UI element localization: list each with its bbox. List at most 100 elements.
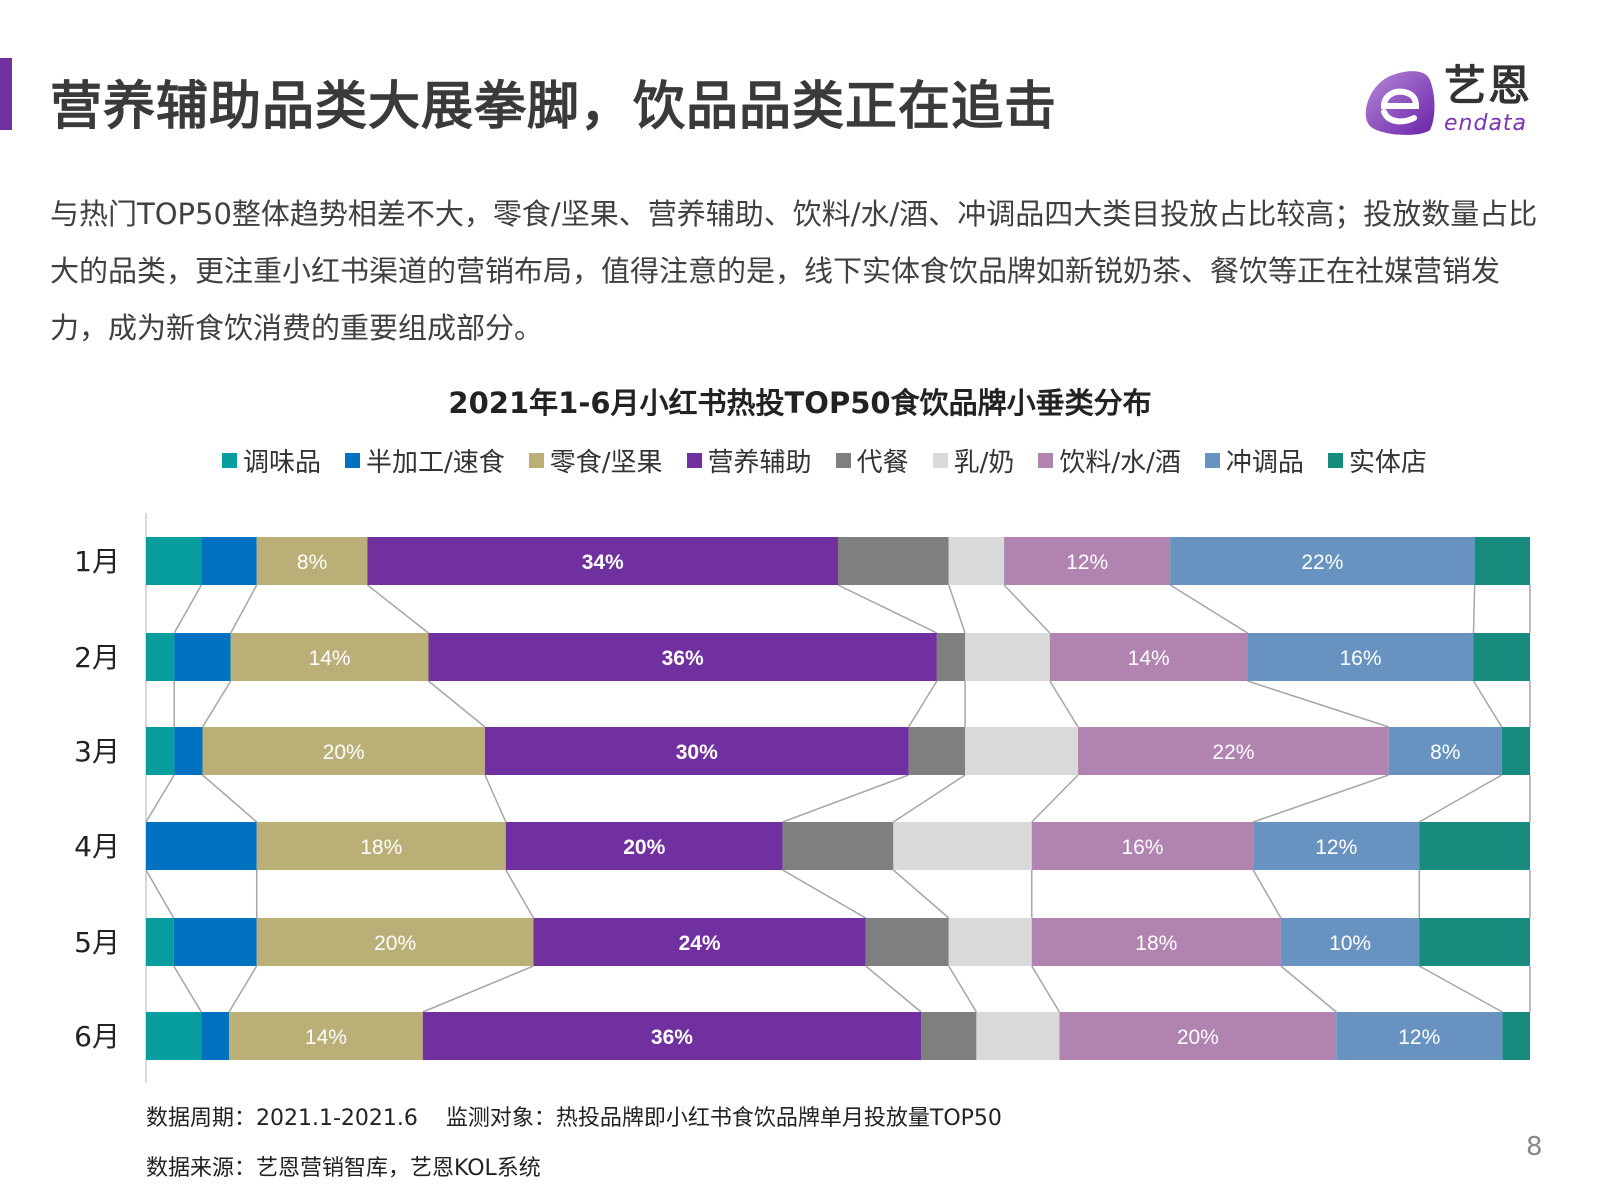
data-label: 12% bbox=[1398, 1026, 1440, 1049]
bar-segment bbox=[865, 918, 949, 966]
legend-swatch bbox=[345, 453, 361, 468]
bar-segment bbox=[965, 633, 1050, 681]
connector-line bbox=[1003, 584, 1051, 634]
bar-segment bbox=[1419, 822, 1530, 870]
legend-item: 调味品 bbox=[222, 442, 321, 479]
legend-item: 乳/奶 bbox=[932, 442, 1014, 479]
legend-label: 调味品 bbox=[243, 448, 322, 478]
data-label: 18% bbox=[1135, 932, 1177, 955]
legend-label: 零食/坚果 bbox=[549, 448, 663, 478]
connector-line bbox=[173, 584, 203, 634]
data-label: 18% bbox=[360, 836, 402, 859]
legend-swatch bbox=[1327, 453, 1343, 468]
bar-segment bbox=[146, 633, 175, 681]
bar-segment bbox=[782, 822, 894, 870]
connector-line bbox=[422, 965, 534, 1013]
footnote-object: 监测对象：热投品牌即小红书食饮品牌单月投放量TOP50 bbox=[445, 1106, 1002, 1131]
endata-logo: 艺恩 endata bbox=[1360, 61, 1545, 138]
data-label: 22% bbox=[1212, 741, 1254, 764]
connector-line bbox=[865, 965, 922, 1013]
bar-segment bbox=[1078, 727, 1389, 775]
bar-segment bbox=[146, 822, 257, 870]
legend-swatch bbox=[686, 453, 702, 468]
category-label: 2月 bbox=[74, 641, 120, 674]
connector-line bbox=[948, 584, 966, 634]
connector-line bbox=[366, 584, 429, 634]
connector-line bbox=[1049, 680, 1079, 728]
bar-segment bbox=[1502, 1012, 1530, 1060]
connector-line bbox=[1247, 680, 1390, 728]
data-label: 16% bbox=[1340, 647, 1382, 670]
legend-item: 营养辅助 bbox=[686, 442, 812, 479]
category-label: 1月 bbox=[74, 545, 120, 578]
bar-segment bbox=[533, 918, 866, 966]
connector-line bbox=[1418, 774, 1503, 823]
data-label: 10% bbox=[1329, 932, 1371, 955]
connector-line bbox=[1418, 965, 1503, 1013]
connector-line bbox=[837, 584, 938, 634]
bar-segment bbox=[505, 822, 783, 870]
bar-segment bbox=[201, 1012, 230, 1060]
bar-segment bbox=[1388, 727, 1502, 775]
connector-line bbox=[505, 869, 535, 919]
data-label: 36% bbox=[662, 647, 704, 670]
data-label: 20% bbox=[374, 932, 416, 955]
bar-segment bbox=[1419, 918, 1530, 966]
legend-item: 代餐 bbox=[835, 442, 909, 479]
legend-swatch bbox=[1038, 453, 1054, 468]
legend-swatch bbox=[222, 453, 237, 468]
data-label: 30% bbox=[676, 741, 718, 764]
bar-segment bbox=[484, 727, 909, 775]
legend-label: 实体店 bbox=[1348, 448, 1427, 478]
bar-segment bbox=[1031, 822, 1254, 870]
logo-text-cn: 艺恩 bbox=[1444, 61, 1533, 110]
connector-line bbox=[145, 774, 175, 823]
data-label: 8% bbox=[1430, 741, 1460, 764]
connector-line bbox=[1031, 774, 1079, 823]
legend-label: 饮料/水/酒 bbox=[1059, 448, 1181, 478]
data-label: 14% bbox=[309, 647, 351, 670]
page-title: 营养辅助品类大展拳脚，饮品品类正在追击 bbox=[50, 77, 1058, 137]
connector-line bbox=[173, 965, 203, 1013]
data-label: 14% bbox=[305, 1026, 347, 1049]
logo-e-icon bbox=[1365, 71, 1435, 135]
legend-label: 代餐 bbox=[856, 448, 909, 478]
bar-segment bbox=[428, 633, 937, 681]
category-label: 4月 bbox=[74, 830, 120, 863]
bar-segment bbox=[146, 1012, 202, 1060]
legend-item: 实体店 bbox=[1327, 442, 1427, 479]
bar-segment bbox=[948, 537, 1005, 585]
data-label: 20% bbox=[623, 836, 665, 859]
connector-line bbox=[201, 680, 232, 728]
connector-line bbox=[1031, 965, 1061, 1013]
bar-segment bbox=[422, 1012, 922, 1060]
bar-segment bbox=[256, 537, 368, 585]
connector-line bbox=[948, 965, 978, 1013]
bar-segment bbox=[1501, 727, 1530, 775]
chart-legend: 调味品 半加工/速食 零食/坚果 营养辅助 代餐 乳/奶 饮料/水/酒 冲调品 实体店 bbox=[222, 442, 1427, 479]
category-label: 3月 bbox=[74, 735, 120, 768]
bar-segment bbox=[256, 822, 506, 870]
connector-line bbox=[782, 774, 909, 823]
bar-segment bbox=[948, 918, 1032, 966]
legend-swatch bbox=[1204, 453, 1220, 468]
data-label: 36% bbox=[651, 1026, 693, 1049]
data-label: 34% bbox=[582, 551, 624, 574]
bar-segment bbox=[976, 1012, 1060, 1060]
bar-segment bbox=[256, 918, 534, 966]
bar-segment bbox=[936, 633, 966, 681]
connector-line bbox=[145, 869, 175, 919]
bar-segment bbox=[173, 918, 257, 966]
connector-line bbox=[427, 680, 486, 728]
legend-item: 半加工/速食 bbox=[345, 442, 505, 479]
bar-segment bbox=[1247, 633, 1474, 681]
data-label: 16% bbox=[1121, 836, 1163, 859]
data-label: 24% bbox=[679, 932, 721, 955]
bar-segment bbox=[230, 633, 429, 681]
category-label: 6月 bbox=[74, 1020, 120, 1053]
summary-paragraph: 与热门TOP50整体趋势相差不大，零食/坚果、营养辅助、饮料/水/酒、冲调品四大… bbox=[50, 197, 1538, 345]
connector-line bbox=[1472, 584, 1476, 634]
connector-line bbox=[1280, 965, 1337, 1013]
connector-line bbox=[230, 584, 258, 634]
